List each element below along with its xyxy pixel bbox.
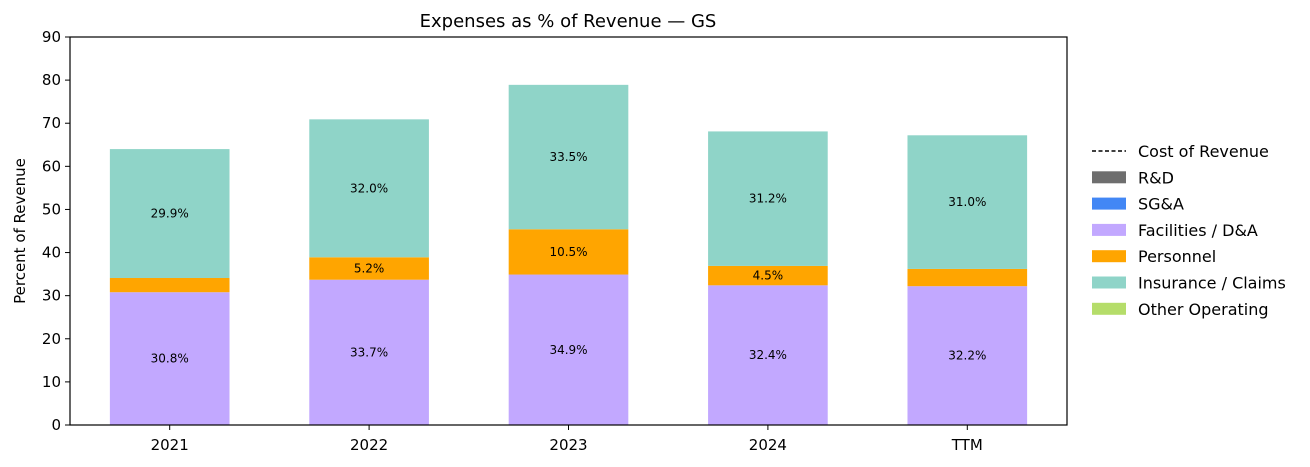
- x-tick-label: 2021: [151, 436, 189, 454]
- legend-entry-label: Facilities / D&A: [1138, 221, 1258, 240]
- y-tick-label: 0: [51, 416, 61, 434]
- bar-value-label: 34.9%: [549, 343, 587, 357]
- bar-value-label: 31.2%: [749, 192, 787, 206]
- y-tick-label: 90: [42, 28, 61, 46]
- y-tick-label: 80: [42, 71, 61, 89]
- legend-swatch: [1092, 197, 1126, 210]
- bar-value-label: 29.9%: [151, 207, 189, 221]
- bar-segment: [309, 257, 429, 280]
- bar-segment: [907, 268, 1028, 287]
- bar-segment: [708, 265, 828, 286]
- bar-segment: [109, 292, 230, 425]
- legend-entry-label: Personnel: [1138, 247, 1216, 266]
- bar-value-label: 33.5%: [549, 150, 587, 164]
- legend-swatch: [1092, 302, 1126, 315]
- bar-segment: [309, 279, 429, 425]
- legend-entry-label: Insurance / Claims: [1138, 274, 1286, 293]
- legend-entry-label: SG&A: [1138, 195, 1184, 214]
- plot-frame: [69, 36, 1068, 426]
- bar-segment: [508, 229, 629, 275]
- y-tick-label: 70: [42, 114, 61, 132]
- x-tick-label: 2023: [549, 436, 587, 454]
- bar-segment: [109, 149, 230, 278]
- legend: Cost of Revenue R&D SG&A Facilities / D&A Pe…: [1092, 142, 1286, 319]
- legend-entry-label: Cost of Revenue: [1138, 142, 1269, 161]
- bar-value-label: 32.2%: [948, 349, 986, 363]
- y-tick-label: 30: [42, 287, 61, 305]
- bar-segment: [907, 286, 1028, 425]
- y-tick-label: 50: [42, 200, 61, 218]
- y-tick-label: 10: [42, 373, 61, 391]
- legend-swatch: [1092, 171, 1126, 184]
- bar-segment: [907, 135, 1028, 269]
- bar-value-label: 30.8%: [151, 352, 189, 366]
- y-axis-label: Percent of Revenue: [11, 158, 29, 304]
- bar-segment: [508, 274, 629, 425]
- bar-segment: [309, 119, 429, 258]
- bar-segment: [109, 277, 230, 293]
- plot-area: 30.8% 29.9% 2021 33.7% 5.2% 32.0% 2022 34.9% 10.…: [42, 28, 1068, 454]
- legend-swatch: [1092, 276, 1126, 289]
- bar-segment: [508, 84, 629, 230]
- bar-value-label: 33.7%: [350, 345, 388, 359]
- bar-value-label: 5.2%: [354, 262, 385, 276]
- x-tick-label: 2022: [350, 436, 388, 454]
- bar-value-label: 31.0%: [948, 195, 986, 209]
- legend-entry-label: Other Operating: [1138, 300, 1269, 319]
- bar-value-label: 32.0%: [350, 181, 388, 195]
- bar-value-label: 4.5%: [753, 269, 784, 283]
- y-tick-label: 60: [42, 157, 61, 175]
- bar-segment: [708, 285, 828, 425]
- y-tick-label: 40: [42, 244, 61, 262]
- y-tick-label: 20: [42, 330, 61, 348]
- chart-title: Expenses as % of Revenue — GS: [420, 11, 717, 32]
- x-tick-label: 2024: [749, 436, 787, 454]
- legend-swatch: [1092, 250, 1126, 263]
- legend-entry-label: R&D: [1138, 168, 1174, 187]
- x-tick-label: TTM: [951, 436, 983, 454]
- legend-swatch: [1092, 223, 1126, 236]
- bar-value-label: 10.5%: [549, 245, 587, 259]
- bar-segment: [708, 131, 828, 266]
- bar-value-label: 32.4%: [749, 348, 787, 362]
